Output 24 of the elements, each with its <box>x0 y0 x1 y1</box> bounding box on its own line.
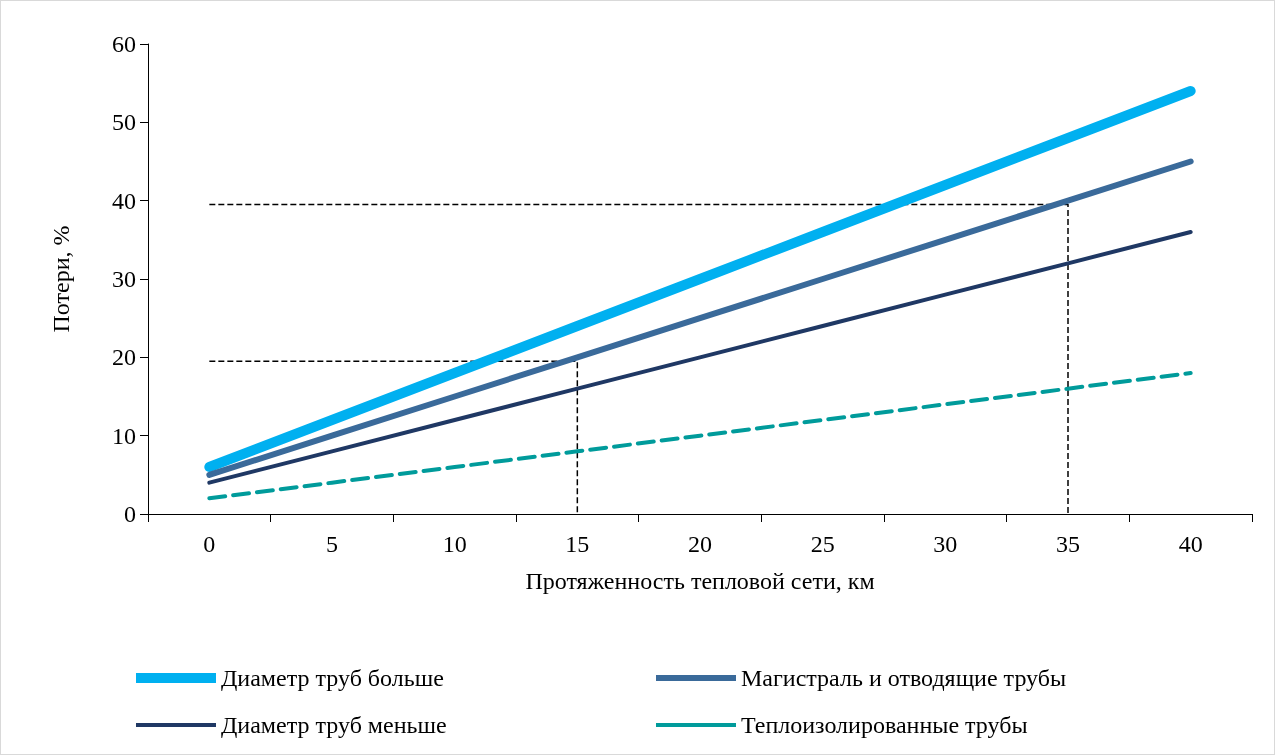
legend-label: Диаметр труб больше <box>221 665 444 691</box>
y-tick-label: 0 <box>124 501 136 527</box>
y-tick-label: 40 <box>112 187 136 214</box>
x-tick-label: 20 <box>688 531 712 557</box>
legend-label: Диаметр труб меньше <box>221 712 447 738</box>
y-tick-label: 10 <box>112 422 136 449</box>
y-tick-label: 20 <box>112 344 136 371</box>
line-series <box>207 230 1193 485</box>
x-tick-label: 40 <box>1178 531 1203 557</box>
y-tick-label: 30 <box>112 266 136 292</box>
x-tick-label: 15 <box>565 531 590 557</box>
x-tick-label: 10 <box>442 531 467 557</box>
line-series <box>207 371 1193 501</box>
x-tick-label: 35 <box>1056 531 1080 557</box>
x-axis-title: Протяженность тепловой сети, км <box>525 568 875 594</box>
y-axis-title: Потери, % <box>48 225 74 333</box>
x-tick-label: 5 <box>326 531 338 557</box>
y-tick-label: 50 <box>112 109 136 136</box>
x-tick-label: 30 <box>933 531 958 557</box>
x-tick-label: 0 <box>203 531 216 557</box>
legend-label: Магистраль и отводящие трубы <box>741 665 1067 691</box>
x-tick-label: 25 <box>810 531 835 557</box>
legend-label: Теплоизолированные трубы <box>741 712 1028 738</box>
y-tick-label: 60 <box>112 31 136 57</box>
